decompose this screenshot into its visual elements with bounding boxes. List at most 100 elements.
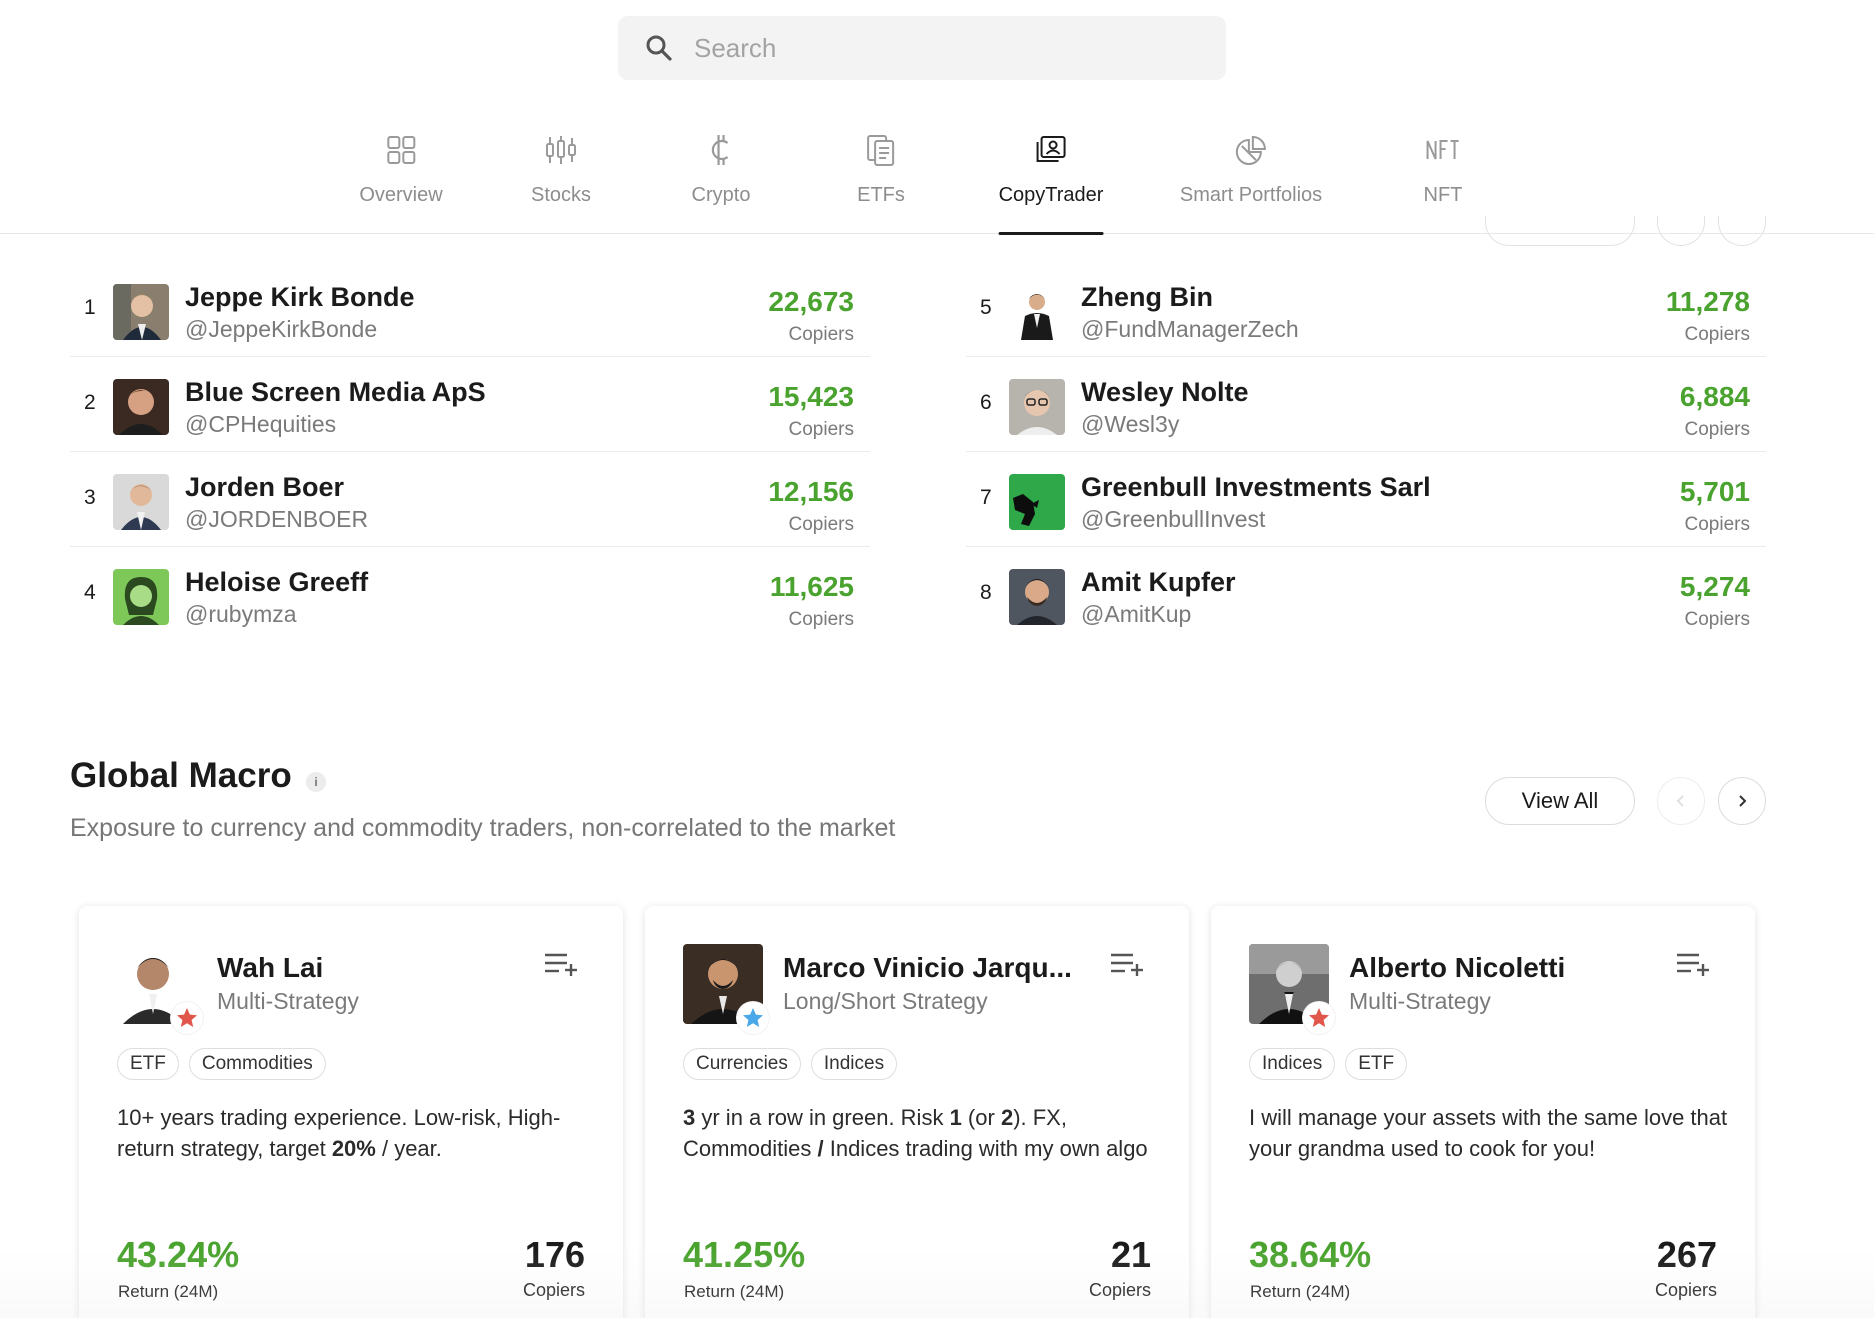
search-bar[interactable]: Search (618, 16, 1226, 80)
copiers-count: 11,625 (769, 571, 854, 602)
next-arrow-button-partial[interactable] (1718, 216, 1766, 246)
popular-investor-badge (171, 1002, 203, 1034)
section-subtitle: Exposure to currency and commodity trade… (70, 814, 896, 842)
rank-number: 1 (84, 296, 96, 319)
trader-handle: @GreenbullInvest (1081, 506, 1266, 532)
trader-row[interactable]: 6 Wesley Nolte @Wesl3y 6,884 Copiers (966, 357, 1766, 452)
trader-name[interactable]: Jorden Boer (185, 472, 345, 502)
trader-handle: @Wesl3y (1081, 411, 1180, 437)
description-emphasis: 20% (331, 1136, 376, 1161)
copiers-label: Copiers (1684, 419, 1750, 440)
tag[interactable]: Commodities (188, 1048, 326, 1080)
copiers-count: 176 (524, 1234, 585, 1275)
category-tabs: Overview Stocks Crypto ETFs CopyTrader S… (0, 108, 1874, 235)
copiers-label: Copiers (788, 324, 854, 345)
prev-arrow-button[interactable] (1657, 777, 1705, 825)
description-text: I will manage your assets with the same … (1249, 1105, 1728, 1161)
trader-card[interactable]: Marco Vinicio Jarqu... Long/Short Strate… (645, 906, 1189, 1318)
trader-card[interactable]: Alberto Nicoletti Multi-Strategy Indices… (1211, 906, 1755, 1318)
description-text: (or (961, 1105, 1001, 1130)
description-text: / year. (375, 1136, 442, 1161)
tag[interactable]: Indices (1249, 1048, 1336, 1080)
add-to-watchlist-icon[interactable] (1675, 950, 1711, 978)
avatar (113, 284, 169, 340)
prev-arrow-button-partial[interactable] (1657, 216, 1705, 246)
star-icon (177, 1008, 197, 1027)
tab-crypto[interactable]: Crypto (691, 108, 751, 234)
trader-name[interactable]: Amit Kupfer (1081, 567, 1236, 597)
copiers-count: 267 (1656, 1234, 1717, 1275)
documents-icon (863, 130, 899, 170)
copiers-count: 12,156 (768, 476, 854, 507)
popular-investor-badge (1303, 1002, 1335, 1034)
copytrader-icon (1033, 130, 1069, 170)
copiers-label: Copiers (1684, 514, 1750, 535)
star-icon (743, 1008, 763, 1027)
nft-icon (1425, 130, 1461, 170)
tag[interactable]: Indices (810, 1048, 898, 1080)
trader-name[interactable]: Greenbull Investments Sarl (1081, 472, 1431, 502)
trader-name[interactable]: Jeppe Kirk Bonde (185, 282, 415, 312)
trader-handle: @rubymza (185, 601, 297, 627)
trader-row[interactable]: 4 Heloise Greeff @rubymza 11,625 Copiers (70, 547, 870, 642)
trader-description: 10+ years trading experience. Low-risk, … (117, 1102, 597, 1164)
tag[interactable]: ETF (1345, 1048, 1408, 1080)
tab-copytrader[interactable]: CopyTrader (998, 108, 1103, 235)
chevron-right-icon (1739, 795, 1747, 807)
trader-row[interactable]: 3 Jorden Boer @JORDENBOER 12,156 Copiers (70, 452, 870, 547)
tab-etfs[interactable]: ETFs (857, 108, 905, 234)
tab-label: ETFs (857, 184, 905, 206)
trader-card[interactable]: Wah Lai Multi-Strategy ETF Commodities 1… (79, 906, 623, 1318)
return-value: 43.24% (117, 1234, 240, 1275)
return-value: 41.25% (683, 1234, 806, 1275)
view-all-button[interactable]: View All (1485, 777, 1635, 825)
info-icon[interactable]: i (306, 772, 326, 792)
trader-name[interactable]: Wah Lai (217, 952, 324, 983)
copiers-count: 5,274 (1679, 571, 1750, 602)
trader-name[interactable]: Blue Screen Media ApS (185, 377, 486, 407)
avatar (113, 569, 169, 625)
trader-row[interactable]: 5 Zheng Bin @FundManagerZech 11,278 Copi… (966, 262, 1766, 357)
tab-stocks[interactable]: Stocks (531, 108, 591, 234)
copiers-count: 15,423 (768, 381, 854, 412)
trader-name[interactable]: Wesley Nolte (1081, 377, 1249, 407)
add-to-watchlist-icon[interactable] (543, 950, 579, 978)
pie-chart-icon (1233, 130, 1269, 170)
tab-label: Overview (359, 184, 443, 206)
trader-row[interactable]: 8 Amit Kupfer @AmitKup 5,274 Copiers (966, 547, 1766, 642)
avatar (113, 474, 169, 530)
top-copied-list-left: 1 Jeppe Kirk Bonde @JeppeKirkBonde 22,67… (70, 262, 870, 642)
rank-number: 2 (84, 391, 96, 414)
copiers-count: 21 (1110, 1234, 1151, 1275)
trader-name[interactable]: Alberto Nicoletti (1349, 952, 1566, 983)
add-to-watchlist-icon[interactable] (1109, 950, 1145, 978)
trader-row[interactable]: 1 Jeppe Kirk Bonde @JeppeKirkBonde 22,67… (70, 262, 870, 357)
tag[interactable]: Currencies (683, 1048, 801, 1080)
copiers-count: 22,673 (768, 286, 854, 317)
trader-name[interactable]: Heloise Greeff (185, 567, 369, 597)
return-label: Return (24M) (684, 1282, 785, 1301)
trader-strategy: Multi-Strategy (217, 988, 359, 1014)
avatar (1009, 474, 1065, 530)
trader-strategy: Long/Short Strategy (783, 988, 988, 1014)
trader-name[interactable]: Marco Vinicio Jarqu... (783, 952, 1072, 983)
trader-description: I will manage your assets with the same … (1249, 1102, 1729, 1164)
copiers-label: Copiers (1654, 1280, 1717, 1300)
search-input[interactable]: Search (694, 32, 777, 63)
tab-overview[interactable]: Overview (359, 108, 443, 234)
trader-row[interactable]: 2 Blue Screen Media ApS @CPHequities 15,… (70, 357, 870, 452)
tab-label: Crypto (691, 184, 751, 206)
tab-nft[interactable]: NFT (1423, 108, 1463, 234)
avatar (1009, 569, 1065, 625)
tab-smart-portfolios[interactable]: Smart Portfolios (1180, 108, 1322, 234)
trader-row[interactable]: 7 Greenbull Investments Sarl @GreenbullI… (966, 452, 1766, 547)
view-all-button-partial[interactable] (1485, 216, 1635, 246)
tag-list: ETF Commodities (117, 1048, 326, 1080)
copiers-label: Copiers (788, 419, 854, 440)
next-arrow-button[interactable] (1718, 777, 1766, 825)
return-label: Return (24M) (118, 1282, 219, 1301)
trader-name[interactable]: Zheng Bin (1081, 282, 1213, 312)
description-text: ). FX, Commodities (683, 1105, 1067, 1161)
tab-label: NFT (1423, 184, 1463, 206)
tag[interactable]: ETF (117, 1048, 179, 1080)
